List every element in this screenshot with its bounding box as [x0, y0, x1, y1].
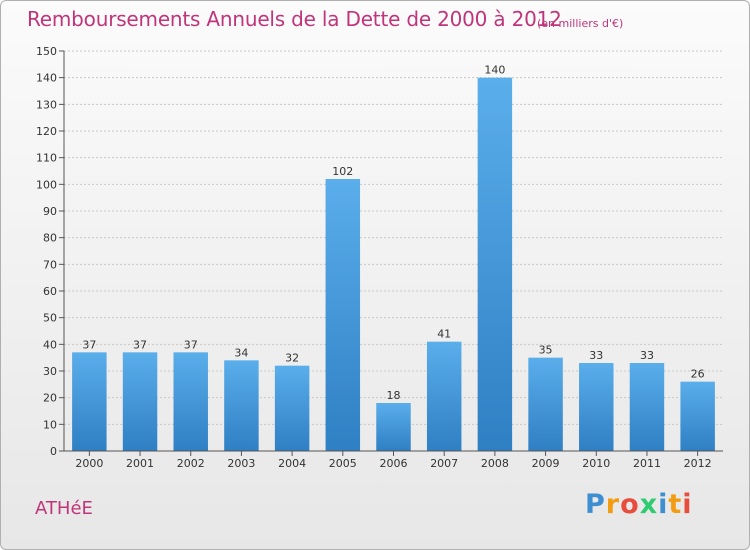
logo-letter: x	[639, 489, 659, 520]
bars: 37 37 37 34 32 102 18 41 140 35 33 33 26	[72, 64, 715, 452]
y-tick-label: 80	[43, 232, 57, 245]
bar	[274, 365, 310, 451]
bar	[173, 352, 208, 451]
commune-name: ATHéE	[35, 498, 93, 519]
bar-value-label: 18	[387, 389, 401, 402]
bar-value-label: 33	[640, 349, 654, 362]
x-tick-label: 2011	[633, 457, 661, 470]
y-tick-label: 100	[36, 178, 57, 191]
y-tick-label: 150	[36, 45, 57, 58]
y-tick-label: 60	[43, 285, 57, 298]
x-tick-label: 2001	[126, 457, 154, 470]
bar	[325, 179, 361, 451]
bar-value-label: 37	[184, 338, 198, 351]
y-tick-label: 140	[36, 72, 57, 85]
bar-value-label: 35	[539, 344, 553, 357]
x-tick-label: 2000	[75, 457, 103, 470]
bar	[122, 352, 158, 451]
y-tick-label: 0	[50, 445, 57, 458]
y-tick-label: 50	[43, 312, 57, 325]
x-axis: 2000 2001 2002 2003 2004 2005 2006 2007 2008 2009…	[64, 450, 723, 470]
bar	[224, 360, 259, 451]
y-tick-label: 10	[43, 418, 57, 431]
y-tick-label: 120	[36, 125, 57, 138]
x-tick-label: 2009	[532, 457, 560, 470]
x-tick-label: 2003	[227, 457, 255, 470]
bar-value-label: 32	[285, 352, 299, 365]
x-tick-label: 2005	[329, 457, 357, 470]
bar-value-label: 102	[332, 165, 353, 178]
y-tick-label: 70	[43, 258, 57, 271]
logo-letter: P	[585, 489, 606, 520]
bar	[528, 357, 563, 451]
bar	[426, 341, 462, 451]
bar	[579, 363, 614, 451]
bar	[376, 403, 411, 451]
bar-value-label: 34	[234, 346, 248, 359]
logo-letter: i	[682, 489, 693, 520]
bar	[680, 381, 715, 451]
y-axis: 0 10 20 30 40 50 60 70 80 90 100 110 120 130 140 150	[36, 45, 65, 458]
y-tick-label: 30	[43, 365, 57, 378]
logo-letter: t	[668, 489, 683, 520]
x-tick-label: 2004	[278, 457, 306, 470]
x-tick-label: 2008	[481, 457, 509, 470]
x-tick-label: 2006	[380, 457, 408, 470]
bar	[629, 363, 665, 451]
bar	[72, 352, 107, 451]
proxiti-logo: Proxiti	[585, 489, 693, 520]
chart-title: Remboursements Annuels de la Dette de 20…	[27, 7, 562, 31]
y-tick-label: 110	[36, 152, 57, 165]
x-tick-label: 2012	[684, 457, 712, 470]
logo-letter: i	[658, 489, 669, 520]
bar-value-label: 33	[589, 349, 603, 362]
x-tick-label: 2010	[582, 457, 610, 470]
bar-value-label: 37	[133, 338, 147, 351]
y-tick-label: 90	[43, 205, 57, 218]
x-tick-label: 2007	[430, 457, 458, 470]
logo-letter: o	[620, 489, 640, 520]
chart-unit: (en milliers d'€)	[537, 17, 624, 30]
y-tick-label: 20	[43, 392, 57, 405]
bar-value-label: 41	[437, 328, 451, 341]
bar-value-label: 26	[691, 368, 705, 381]
x-tick-label: 2002	[177, 457, 205, 470]
logo-letter: r	[605, 489, 621, 520]
bar-value-label: 37	[82, 338, 96, 351]
y-tick-label: 40	[43, 338, 57, 351]
bar-value-label: 140	[484, 64, 505, 77]
bar	[477, 77, 513, 452]
y-tick-label: 130	[36, 98, 57, 111]
